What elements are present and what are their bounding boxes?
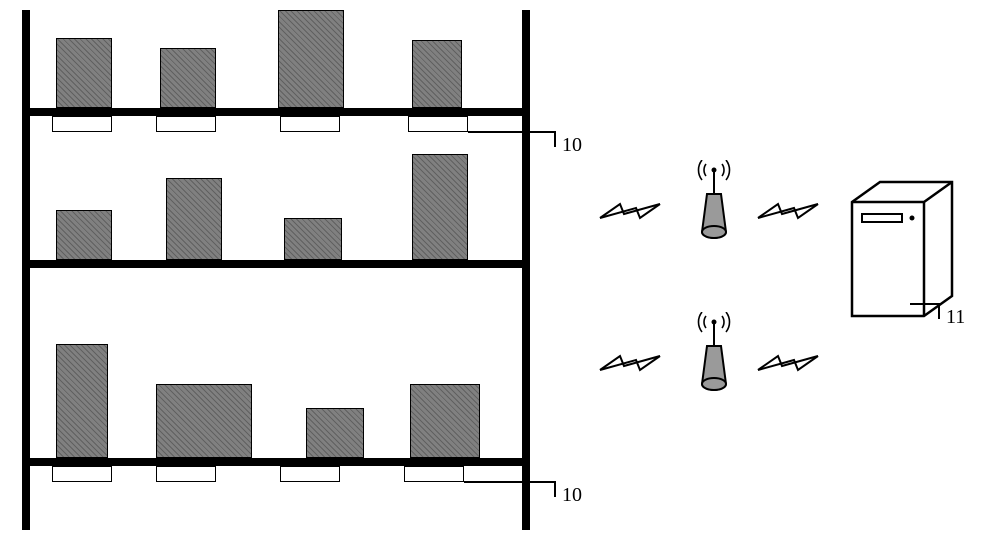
shelf-tag xyxy=(52,466,112,482)
shelf-tag xyxy=(404,466,464,482)
product-box xyxy=(410,384,480,458)
leader-line xyxy=(910,303,938,305)
shelf-tag xyxy=(156,466,216,482)
product-box xyxy=(278,10,344,108)
product-box xyxy=(412,154,468,260)
shelf-tag xyxy=(156,116,216,132)
shelf-tag xyxy=(408,116,468,132)
antenna-icon xyxy=(692,160,736,240)
shelf-right-post xyxy=(522,10,530,530)
shelf-line xyxy=(22,458,530,466)
diagram-stage: 10 10 xyxy=(0,0,1000,542)
shelf-line xyxy=(22,108,530,116)
product-box xyxy=(156,384,252,458)
product-box xyxy=(284,218,342,260)
wireless-signal-icon xyxy=(756,352,820,374)
leader-line xyxy=(554,131,556,147)
leader-line xyxy=(554,481,556,497)
product-box xyxy=(56,344,108,458)
callout-label-11: 11 xyxy=(946,306,965,329)
shelf-tag xyxy=(52,116,112,132)
wireless-signal-icon xyxy=(756,200,820,222)
callout-label-10b: 10 xyxy=(562,484,582,507)
callout-label-10a: 10 xyxy=(562,134,582,157)
shelf-left-post xyxy=(22,10,30,530)
product-box xyxy=(56,38,112,108)
shelf-line xyxy=(22,260,530,268)
product-box xyxy=(166,178,222,260)
wireless-signal-icon xyxy=(598,200,662,222)
product-box xyxy=(56,210,112,260)
leader-line xyxy=(464,481,554,483)
product-box xyxy=(412,40,462,108)
product-box xyxy=(306,408,364,458)
antenna-icon xyxy=(692,312,736,392)
leader-line xyxy=(938,303,940,319)
product-box xyxy=(160,48,216,108)
wireless-signal-icon xyxy=(598,352,662,374)
shelf-tag xyxy=(280,466,340,482)
shelf-tag xyxy=(280,116,340,132)
leader-line xyxy=(468,131,554,133)
